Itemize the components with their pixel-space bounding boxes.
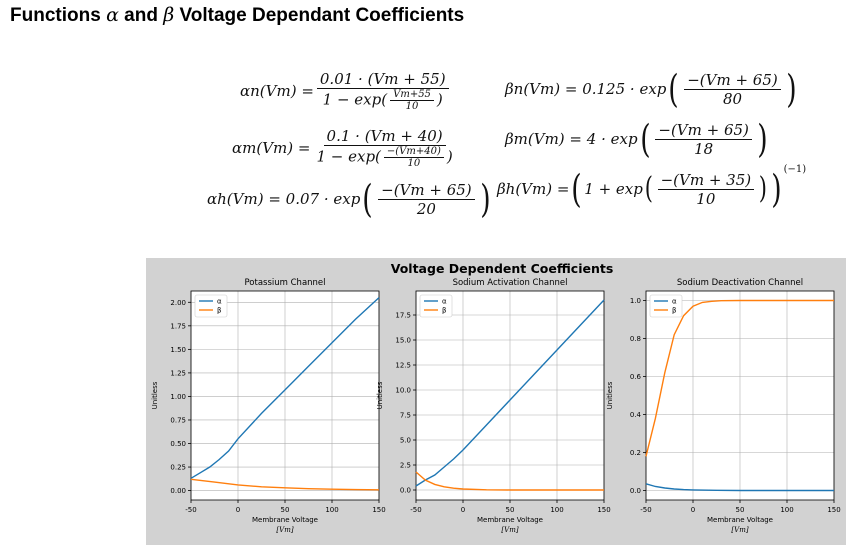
y-tick-label: 5.0 — [400, 437, 411, 445]
equation-beta-h: βh(Vm) = ( 1 + exp ( −(Vm + 35) 10 ) ) (−… — [497, 163, 807, 211]
y-tick-label: 15.0 — [395, 337, 411, 345]
y-axis-label: Unitless — [151, 381, 159, 409]
y-tick-label: 2.5 — [400, 462, 411, 470]
x-tick-label: 100 — [325, 506, 338, 514]
legend: αβ — [194, 294, 228, 318]
y-tick-label: 0.6 — [630, 373, 642, 381]
x-tick-label: 0 — [691, 506, 695, 514]
figure-panel: Voltage Dependent Coefficients -50 0 50 100… — [146, 258, 846, 545]
page-title: Functions α and β Voltage Dependant Coef… — [10, 4, 465, 26]
subplot-1: -50 0 50 100 150 0.00 0.25 0.50 0.75 1.00 1.25 1.50… — [151, 278, 386, 534]
legend: αβ — [419, 294, 453, 318]
series-line-alpha — [415, 299, 605, 487]
subplot-title: Sodium Activation Channel — [453, 278, 568, 288]
x-axis-unit: [Vm] — [731, 526, 748, 534]
y-tick-label: 1.00 — [170, 393, 186, 401]
x-tick-label: 0 — [461, 506, 465, 514]
legend-label: α — [672, 298, 677, 306]
equation-beta-n: βn(Vm) = 0.125 · exp ( −(Vm + 65) 80 ) — [505, 67, 797, 111]
x-tick-label: 0 — [236, 506, 240, 514]
y-tick-label: 0.4 — [630, 411, 642, 419]
y-tick-label: 0.2 — [630, 449, 641, 457]
x-tick-label: -50 — [185, 506, 196, 514]
equation-alpha-n: αn(Vm) = 0.01 · (Vm + 55) 1 − exp(Vm+55 1… — [240, 70, 452, 112]
legend-label: α — [217, 298, 222, 306]
series-line-beta — [645, 299, 834, 457]
y-tick-label: 0.50 — [170, 440, 186, 448]
x-tick-label: 50 — [506, 506, 515, 514]
x-tick-label: 100 — [780, 506, 793, 514]
legend: αβ — [649, 294, 683, 318]
subplot-2: -50 0 50 100 150 0.0 2.5 5.0 7.5 10.0 12.5 15.0 17.5… — [376, 278, 611, 534]
y-tick-label: 12.5 — [395, 362, 411, 370]
x-tick-label: 100 — [550, 506, 563, 514]
figure-suptitle: Voltage Dependent Coefficients — [391, 261, 614, 276]
y-tick-label: 1.0 — [630, 297, 641, 305]
y-tick-label: 1.25 — [170, 369, 186, 377]
axes-frame — [415, 290, 605, 501]
y-tick-label: 7.5 — [400, 412, 411, 420]
legend-box — [194, 294, 228, 318]
x-tick-label: -50 — [410, 506, 421, 514]
x-axis-label: Membrane Voltage — [477, 516, 543, 524]
series-line-beta — [415, 471, 604, 491]
legend-label: β — [217, 307, 221, 315]
legend-label: β — [442, 307, 446, 315]
equation-alpha-h: αh(Vm) = 0.07 · exp ( −(Vm + 65) 20 ) — [207, 177, 491, 221]
legend-label: α — [442, 298, 447, 306]
coefficients-figure: Voltage Dependent Coefficients -50 0 50 100… — [151, 261, 841, 534]
x-axis-label: Membrane Voltage — [252, 516, 318, 524]
series-line-alpha — [645, 483, 834, 492]
subplot-title: Sodium Deactivation Channel — [677, 278, 803, 288]
legend-label: β — [672, 307, 676, 315]
y-tick-label: 0.8 — [630, 335, 641, 343]
series-line-alpha — [190, 297, 380, 479]
legend-box — [419, 294, 453, 318]
subplot-title: Potassium Channel — [244, 278, 325, 288]
x-axis-label: Membrane Voltage — [707, 516, 773, 524]
y-tick-label: 2.00 — [170, 299, 186, 307]
y-axis-label: Unitless — [376, 381, 384, 409]
x-axis-unit: [Vm] — [276, 526, 293, 534]
y-tick-label: 1.50 — [170, 346, 186, 354]
y-tick-label: 0.0 — [400, 487, 411, 495]
x-axis-unit: [Vm] — [501, 526, 518, 534]
x-tick-label: 150 — [827, 506, 840, 514]
y-tick-label: 17.5 — [395, 312, 411, 320]
x-tick-label: -50 — [640, 506, 651, 514]
y-tick-label: 0.25 — [170, 464, 186, 472]
axes-frame — [190, 290, 380, 501]
x-tick-label: 150 — [372, 506, 385, 514]
legend-box — [649, 294, 683, 318]
equation-beta-m: βm(Vm) = 4 · exp ( −(Vm + 65) 18 ) — [505, 117, 768, 161]
y-tick-label: 0.00 — [170, 487, 186, 495]
y-tick-label: 10.0 — [395, 387, 411, 395]
equation-alpha-m: αm(Vm) = 0.1 · (Vm + 40) 1 − exp(−(Vm+40… — [232, 127, 453, 169]
series-line-beta — [190, 478, 380, 491]
x-tick-label: 150 — [597, 506, 610, 514]
y-tick-label: 0.0 — [630, 487, 641, 495]
y-axis-label: Unitless — [606, 381, 614, 409]
x-tick-label: 50 — [736, 506, 745, 514]
subplot-3: -50 0 50 100 150 0.0 0.2 0.4 0.6 0.8 1.0 Sodium Dea… — [606, 278, 841, 534]
y-tick-label: 0.75 — [170, 416, 186, 424]
x-tick-label: 50 — [281, 506, 290, 514]
y-tick-label: 1.75 — [170, 322, 186, 330]
axes-frame — [645, 290, 835, 501]
